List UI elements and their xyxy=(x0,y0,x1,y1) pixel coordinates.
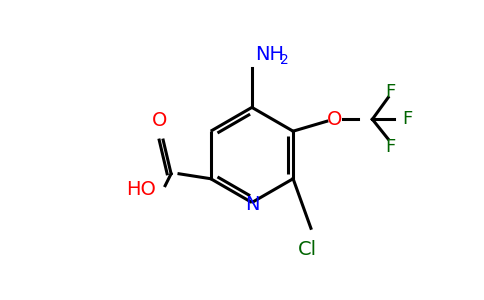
Text: NH: NH xyxy=(255,45,284,64)
Text: 2: 2 xyxy=(280,53,288,67)
Text: HO: HO xyxy=(126,180,156,199)
Text: Cl: Cl xyxy=(297,240,317,259)
Text: F: F xyxy=(402,110,412,128)
Text: N: N xyxy=(244,195,259,214)
Text: O: O xyxy=(327,110,342,129)
Text: F: F xyxy=(385,82,395,100)
Text: F: F xyxy=(385,138,395,156)
Text: O: O xyxy=(151,111,167,130)
